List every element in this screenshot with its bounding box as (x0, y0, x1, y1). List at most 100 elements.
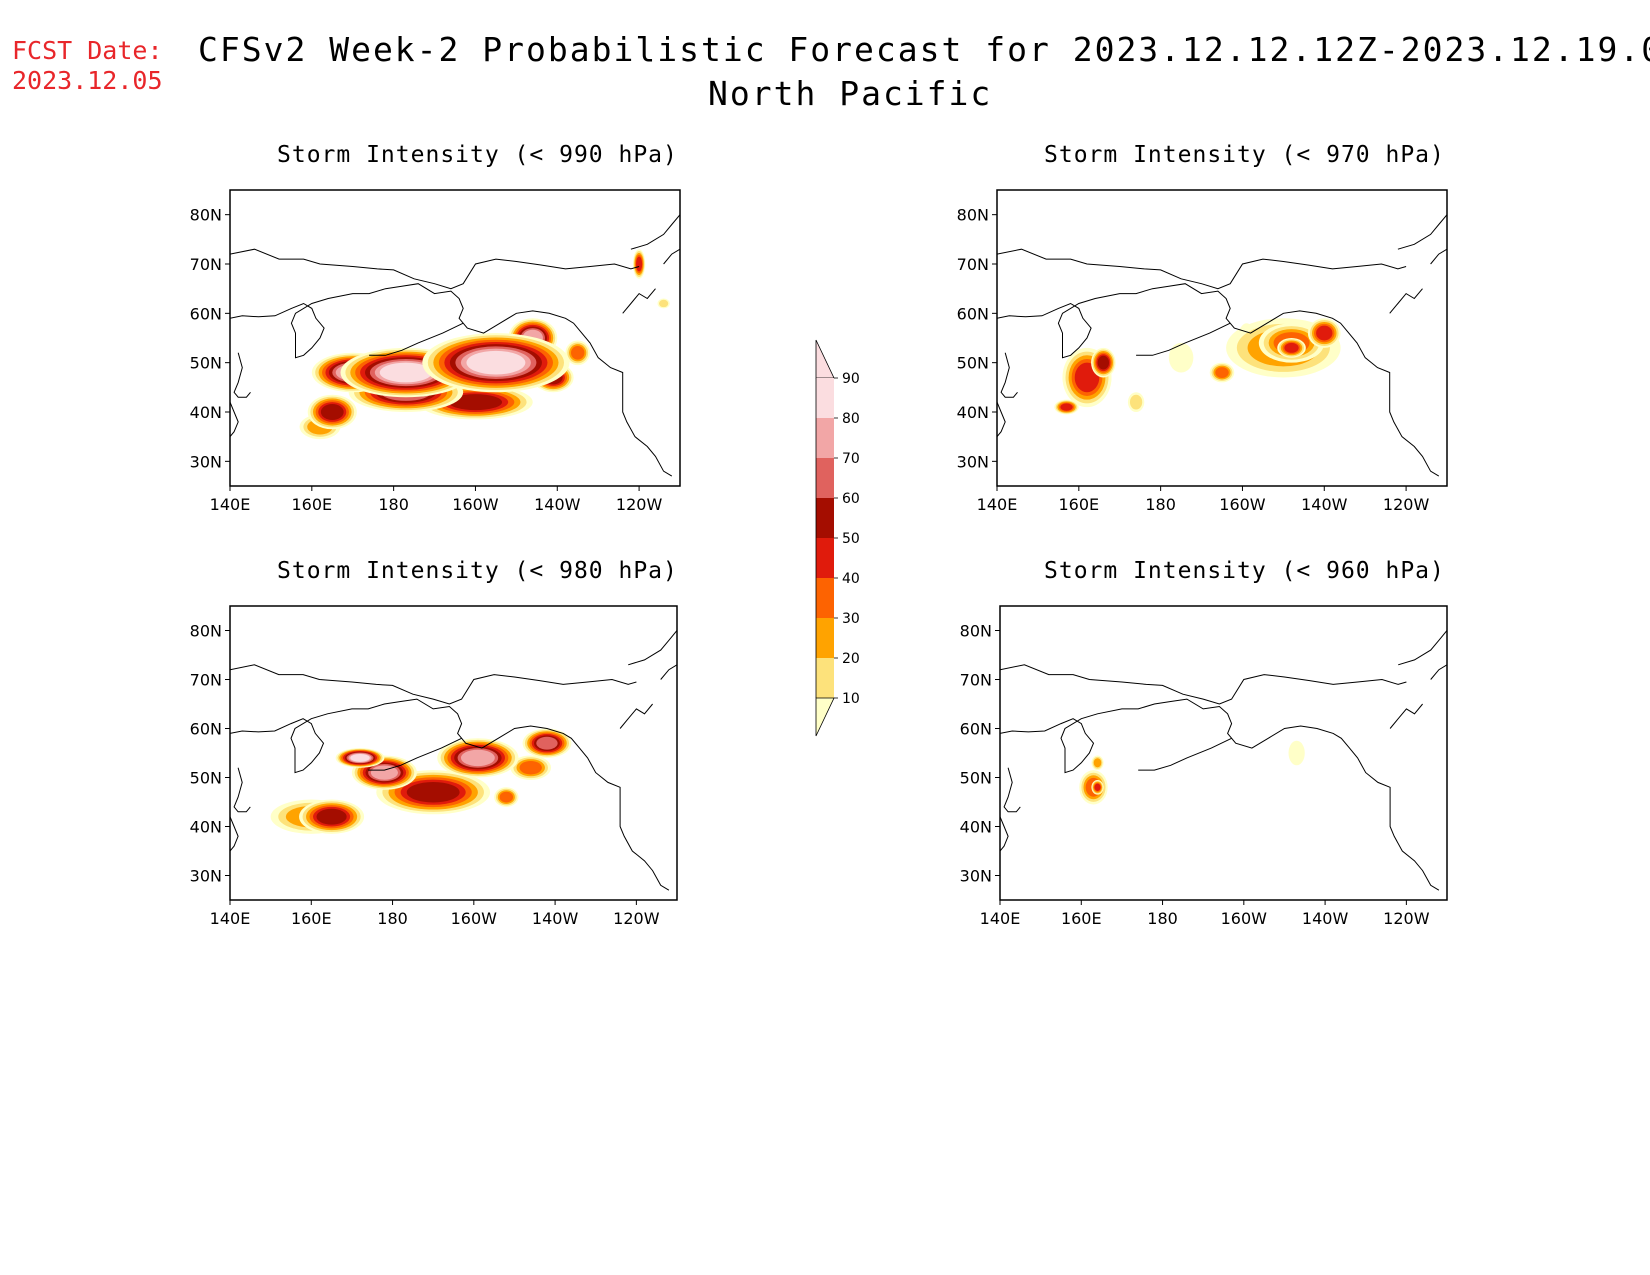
map-panel-p970: 30N 40N 50N 60N 70N 80N 140E 160E 180 160W 140W 120… (957, 189, 1448, 514)
legend-swatch (816, 378, 834, 418)
map-frame (999, 605, 1448, 901)
lat-label: 30N (957, 452, 989, 471)
lat-label: 80N (190, 622, 222, 641)
legend-label: 80 (842, 411, 860, 427)
legend-cap-bottom (815, 697, 835, 737)
coastline (1003, 767, 1021, 813)
lon-label: 140E (980, 909, 1021, 928)
panel-title-960: Storm Intensity (< 960 hPa) (1044, 558, 1445, 584)
forecast-title: CFSv2 Week-2 Probabilistic Forecast for … (198, 30, 1650, 69)
lon-label: 120W (613, 909, 660, 928)
probability-contour (1094, 783, 1101, 791)
fcst-date-value: 2023.12.05 (12, 66, 163, 95)
map-frame (229, 189, 681, 487)
lon-label: 160W (1221, 909, 1268, 928)
lat-label: 30N (190, 452, 222, 471)
region-subtitle: North Pacific (708, 74, 993, 113)
coastline (622, 288, 656, 314)
lat-label: 70N (190, 255, 222, 274)
probability-contour (448, 394, 503, 411)
lat-label: 70N (957, 255, 989, 274)
coastline (230, 283, 673, 477)
coastline (1136, 322, 1231, 356)
lat-label: 80N (957, 206, 989, 225)
coastline (233, 352, 251, 398)
coastline (1430, 664, 1447, 680)
lat-label: 30N (190, 867, 222, 886)
legend-swatch (816, 618, 834, 658)
legend-label: 50 (842, 531, 860, 547)
lat-label: 70N (960, 671, 992, 690)
coastline (230, 248, 640, 290)
legend-cap-top (815, 339, 835, 379)
coastline (1138, 737, 1232, 771)
probability-contour (570, 346, 585, 360)
legend-label: 90 (842, 371, 860, 387)
lat-label: 60N (190, 720, 222, 739)
panel-title-970: Storm Intensity (< 970 hPa) (1044, 142, 1445, 168)
probability-contour (370, 765, 398, 780)
lon-label: 140E (210, 909, 251, 928)
lat-label: 50N (960, 769, 992, 788)
legend-swatch (816, 578, 834, 618)
lon-label: 160E (291, 495, 332, 514)
fcst-date-prefix: FCST Date: (12, 36, 163, 65)
lat-label: 80N (960, 622, 992, 641)
probability-contour (519, 760, 542, 775)
lat-label: 30N (960, 867, 992, 886)
lon-label: 120W (616, 495, 663, 514)
lat-label: 60N (190, 304, 222, 323)
coastline (368, 737, 462, 771)
legend-swatch (816, 418, 834, 458)
lon-label: 120W (1383, 909, 1430, 928)
probability-field (1079, 740, 1305, 805)
probability-contour (1168, 342, 1194, 373)
probability-contour (379, 362, 433, 383)
probability-contour (316, 808, 347, 825)
probability-contour (499, 791, 514, 803)
probability-contour (460, 749, 495, 767)
map-frame (996, 189, 1448, 487)
coastline (230, 698, 670, 891)
coastline (230, 401, 239, 438)
lon-label: 140E (977, 495, 1018, 514)
legend-label: 30 (842, 611, 860, 627)
lat-label: 40N (190, 818, 222, 837)
probability-contour (466, 350, 526, 375)
probability-contour (1284, 342, 1299, 353)
legend-label: 20 (842, 651, 860, 667)
legend-swatch (816, 458, 834, 498)
lon-label: 160E (291, 909, 332, 928)
lon-label: 140W (532, 909, 579, 928)
probability-contour (659, 299, 669, 308)
legend-label: 70 (842, 451, 860, 467)
coastline (997, 401, 1006, 438)
lon-label: 180 (378, 495, 409, 514)
lat-label: 40N (190, 403, 222, 422)
legend-label: 60 (842, 491, 860, 507)
legend-swatch (816, 498, 834, 538)
coastline (1000, 664, 1407, 705)
panel-title-980: Storm Intensity (< 980 hPa) (277, 558, 678, 584)
coastline (230, 664, 637, 705)
probability-contour (1093, 758, 1102, 768)
lat-label: 40N (960, 818, 992, 837)
probability-contour (536, 736, 558, 750)
coastline (997, 248, 1407, 290)
coastline (369, 322, 464, 356)
lon-label: 180 (1145, 495, 1176, 514)
lon-label: 140E (210, 495, 251, 514)
probability-contour (636, 256, 643, 272)
lon-label: 160E (1061, 909, 1102, 928)
lat-label: 50N (190, 354, 222, 373)
lat-label: 50N (190, 769, 222, 788)
probability-contour (406, 781, 460, 803)
coastline (1000, 816, 1009, 852)
fcst-date-label: FCST Date: 2023.12.05 (12, 36, 163, 96)
lon-label: 160W (451, 909, 498, 928)
coastline (630, 214, 680, 250)
lon-label: 180 (377, 909, 408, 928)
probability-field (1054, 318, 1341, 415)
lat-label: 60N (957, 304, 989, 323)
